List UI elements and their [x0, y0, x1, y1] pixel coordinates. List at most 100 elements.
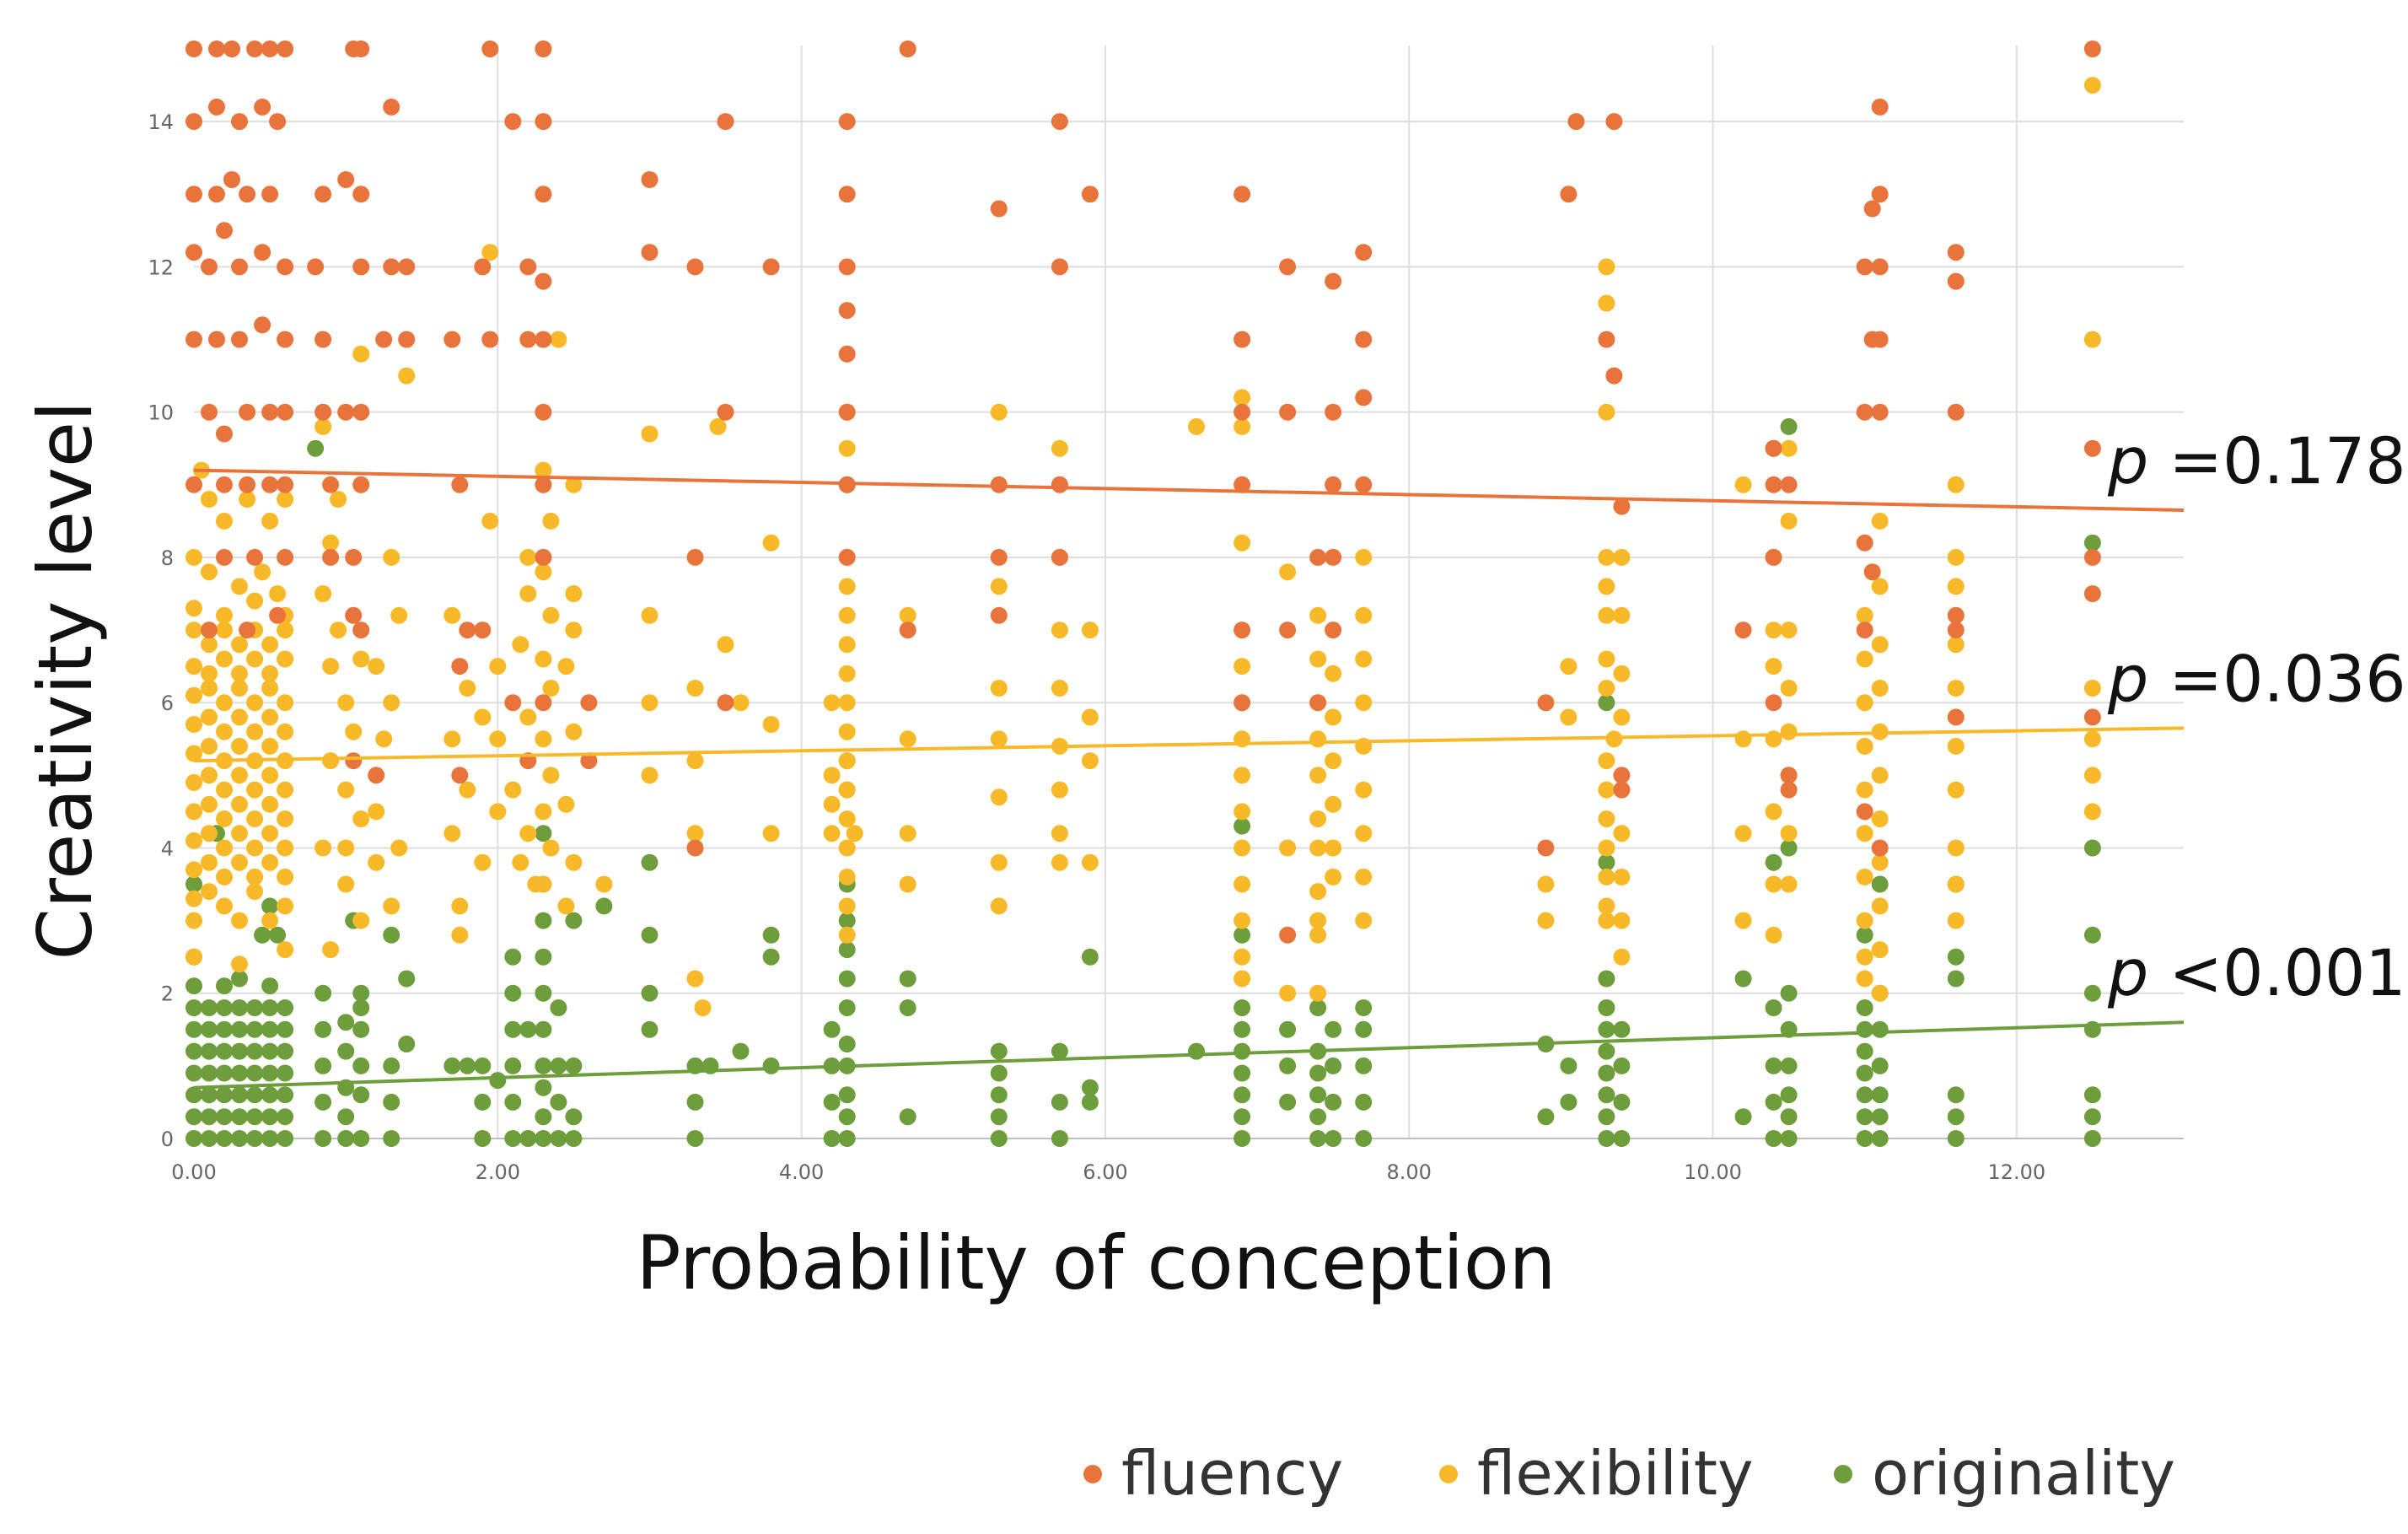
point-flexibility [1325, 665, 1342, 682]
point-fluency [990, 200, 1008, 218]
point-fluency [1856, 534, 1873, 552]
point-originality [1598, 1130, 1615, 1147]
point-flexibility [352, 650, 370, 668]
point-originality [1780, 1057, 1798, 1074]
point-originality [1309, 1086, 1327, 1104]
point-flexibility [1051, 439, 1068, 457]
point-flexibility [1309, 650, 1327, 668]
point-originality [504, 984, 522, 1002]
y-tick-label: 6 [161, 692, 174, 715]
point-flexibility [1355, 650, 1373, 668]
trend-line-flexibility [193, 726, 2185, 763]
point-flexibility [231, 795, 248, 813]
point-flexibility [231, 578, 248, 595]
point-flexibility [1234, 875, 1251, 893]
point-originality [474, 1057, 492, 1074]
point-fluency [1234, 331, 1251, 348]
point-flexibility [1598, 781, 1615, 799]
point-flexibility [231, 853, 248, 871]
point-flexibility [246, 868, 264, 885]
point-flexibility [1780, 680, 1798, 697]
point-fluency [307, 258, 325, 276]
point-fluency [1871, 839, 1889, 857]
point-originality [261, 999, 279, 1016]
point-originality [1598, 999, 1615, 1016]
point-fluency [1613, 498, 1631, 515]
point-originality [1598, 1108, 1615, 1126]
p-value-label-fluency: p =0.178 [2107, 423, 2406, 498]
point-flexibility [1279, 839, 1297, 857]
point-flexibility [322, 658, 340, 675]
point-originality [2083, 839, 2101, 857]
point-originality [1081, 948, 1099, 966]
point-flexibility [345, 723, 363, 740]
point-originality [1188, 1042, 1205, 1060]
point-flexibility [1780, 512, 1798, 530]
p-value-label-flexibility: p =0.036 [2107, 641, 2406, 716]
point-flexibility [1355, 548, 1373, 566]
point-fluency [481, 40, 499, 57]
point-fluency [216, 476, 233, 493]
point-fluency [1613, 767, 1631, 784]
point-flexibility [1234, 417, 1251, 435]
point-originality [686, 1093, 704, 1111]
point-originality [838, 1086, 856, 1104]
point-fluency [580, 694, 598, 712]
point-originality [1279, 1020, 1297, 1038]
point-fluency [2083, 40, 2101, 57]
point-fluency [1325, 272, 1342, 290]
point-fluency [838, 345, 856, 363]
point-flexibility [1613, 665, 1631, 682]
point-flexibility [261, 708, 279, 726]
point-flexibility [535, 875, 552, 893]
point-originality [216, 1130, 233, 1147]
point-flexibility [443, 825, 461, 842]
point-fluency [1613, 781, 1631, 799]
legend-label-flexibility: flexibility [1477, 1438, 1754, 1509]
point-flexibility [246, 839, 264, 857]
y-tick-label: 4 [161, 837, 174, 860]
point-flexibility [1355, 694, 1373, 712]
point-flexibility [1856, 912, 1873, 929]
point-originality [1537, 1108, 1555, 1126]
point-originality [246, 1086, 264, 1104]
point-fluency [2083, 439, 2101, 457]
point-flexibility [231, 636, 248, 654]
point-flexibility [1051, 825, 1068, 842]
point-fluency [1355, 476, 1373, 493]
point-flexibility [535, 730, 552, 748]
x-tick-label: 8.00 [1387, 1160, 1432, 1184]
point-fluency [1537, 839, 1555, 857]
point-flexibility [565, 476, 583, 493]
point-fluency [231, 258, 248, 276]
point-originality [1871, 1130, 1889, 1147]
point-originality [1355, 1020, 1373, 1038]
point-fluency [216, 222, 233, 240]
point-flexibility [201, 491, 218, 508]
point-flexibility [1613, 912, 1631, 929]
point-originality [1947, 1130, 1965, 1147]
point-fluency [352, 258, 370, 276]
point-fluency [1355, 331, 1373, 348]
point-flexibility [1355, 825, 1373, 842]
point-originality [185, 1086, 202, 1104]
point-flexibility [1598, 650, 1615, 668]
point-originality [1856, 926, 1873, 944]
point-flexibility [1613, 825, 1631, 842]
point-flexibility [1560, 658, 1578, 675]
point-originality [1279, 1057, 1297, 1074]
point-flexibility [823, 795, 841, 813]
point-fluency [1325, 476, 1342, 493]
point-flexibility [216, 512, 233, 530]
point-originality [535, 1057, 552, 1074]
point-originality [269, 926, 287, 944]
point-flexibility [277, 810, 294, 827]
point-flexibility [990, 897, 1008, 915]
point-originality [1234, 926, 1251, 944]
point-originality [641, 926, 658, 944]
point-originality [216, 1042, 233, 1060]
point-flexibility [201, 795, 218, 813]
point-originality [1947, 1086, 1965, 1104]
point-originality [216, 999, 233, 1016]
point-flexibility [846, 825, 863, 842]
